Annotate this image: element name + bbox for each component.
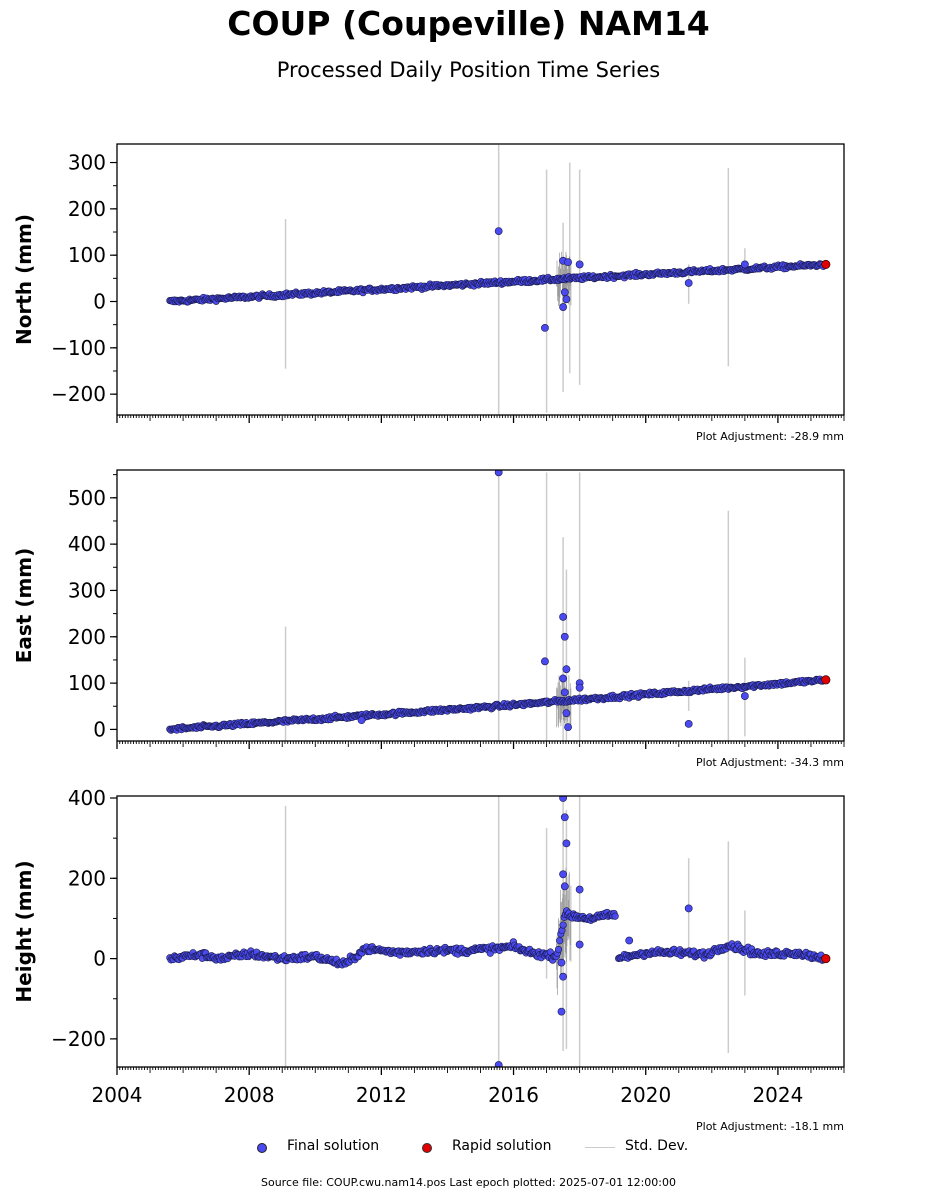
data-point-outlier xyxy=(684,279,693,287)
x-tick-label: 2020 xyxy=(620,1083,671,1107)
plot-adjustment-note: Plot Adjustment: -18.1 mm xyxy=(696,1120,844,1133)
rapid-point xyxy=(821,954,831,964)
data-point-outlier xyxy=(560,688,569,697)
chart-subtitle: Processed Daily Position Time Series xyxy=(276,58,661,82)
y-tick-label: 0 xyxy=(93,290,106,314)
data-point-outlier xyxy=(559,796,568,802)
data-point-outlier xyxy=(562,295,571,304)
data-point-outlier xyxy=(740,260,749,269)
data-point-outlier xyxy=(557,1007,566,1016)
data-point-outlier xyxy=(564,258,572,267)
y-tick-label: −200 xyxy=(51,382,106,406)
y-tick-label: 300 xyxy=(68,151,106,175)
y-tick-label: 400 xyxy=(68,786,106,810)
data-point-outlier xyxy=(575,683,584,692)
rapid-solution-marker-icon xyxy=(422,1143,432,1153)
data-point-outlier xyxy=(560,882,569,891)
legend-final-label: Final solution xyxy=(287,1138,380,1154)
data-point-outlier xyxy=(559,972,568,981)
data-point-outlier xyxy=(494,470,503,477)
panel-2: −200 0 200 400 2004 2008 2012 2016 2020 2024 Heigh… xyxy=(12,786,845,1133)
y-tick-label: 0 xyxy=(93,947,106,971)
legend-std-label: Std. Dev. xyxy=(625,1138,689,1154)
data-point-outlier xyxy=(684,719,693,728)
data-point-outlier xyxy=(541,657,549,666)
y-tick-label: 200 xyxy=(68,866,106,890)
data-point-outlier xyxy=(494,1061,503,1067)
legend-rapid-label: Rapid solution xyxy=(452,1138,552,1154)
x-tick-label: 2012 xyxy=(356,1083,407,1107)
x-tick-label: 2004 xyxy=(92,1083,143,1107)
data-point-outlier xyxy=(559,612,568,621)
data-point-outlier xyxy=(557,958,566,967)
panel-0: −200 −100 0 100 200 300 North (mm) Plot Adjustm… xyxy=(12,143,845,443)
data-point xyxy=(556,937,564,945)
data-point-outlier xyxy=(625,936,634,945)
y-tick-label: 200 xyxy=(68,197,106,221)
y-tick-label: 400 xyxy=(68,532,106,556)
rapid-point xyxy=(821,259,831,269)
data-point-outlier xyxy=(357,716,366,725)
x-tick-label: 2024 xyxy=(752,1083,803,1107)
data-point-outlier xyxy=(575,885,584,894)
plot-adjustment-note: Plot Adjustment: -34.3 mm xyxy=(696,756,844,769)
data-point xyxy=(559,921,567,929)
data-point-outlier xyxy=(575,940,584,949)
data-point xyxy=(611,912,619,920)
y-tick-label: 0 xyxy=(93,717,106,741)
chart-title: COUP (Coupeville) NAM14 xyxy=(227,4,710,43)
plot-area xyxy=(166,470,831,741)
data-point-outlier xyxy=(562,709,571,718)
y-axis-label: Height (mm) xyxy=(12,860,36,1002)
data-point-outlier xyxy=(562,665,571,674)
data-point-outlier xyxy=(560,813,569,822)
y-tick-label: −100 xyxy=(51,336,106,360)
plot-area xyxy=(166,796,831,1067)
y-tick-label: 300 xyxy=(68,578,106,602)
axes-frame xyxy=(116,795,845,1068)
data-point-outlier xyxy=(564,723,572,732)
panel-1: 0 100 200 300 400 500 East (mm) Plot Adjustment… xyxy=(12,469,845,769)
data-point-outlier xyxy=(560,288,569,297)
data-point-outlier xyxy=(559,303,568,311)
y-tick-label: 500 xyxy=(68,486,106,510)
data-point xyxy=(554,945,563,954)
std-dev-line-icon xyxy=(585,1147,615,1148)
plot-adjustment-note: Plot Adjustment: -28.9 mm xyxy=(696,430,844,443)
x-tick-label: 2008 xyxy=(224,1083,275,1107)
data-point-outlier xyxy=(560,632,569,641)
data-point-outlier xyxy=(541,324,549,332)
axes-frame xyxy=(116,469,845,742)
y-tick-label: 200 xyxy=(68,625,106,649)
data-point-outlier xyxy=(740,692,749,700)
y-tick-label: 100 xyxy=(68,671,106,695)
x-tick-label: 2016 xyxy=(488,1083,539,1107)
rapid-point xyxy=(821,675,831,685)
data-point-outlier xyxy=(575,260,584,269)
y-tick-label: −200 xyxy=(51,1027,106,1051)
source-note: Source file: COUP.cwu.nam14.pos Last epo… xyxy=(261,1176,676,1189)
data-point-outlier xyxy=(559,870,568,879)
data-point-outlier xyxy=(684,904,693,913)
data-point-outlier xyxy=(494,227,503,235)
plot-area xyxy=(166,144,831,415)
data-point-outlier xyxy=(559,674,568,683)
data-point-outlier xyxy=(562,839,571,848)
y-tick-label: 100 xyxy=(68,243,106,267)
y-axis-label: East (mm) xyxy=(12,548,36,664)
final-solution-marker-icon xyxy=(257,1143,267,1153)
y-axis-label: North (mm) xyxy=(12,214,36,345)
